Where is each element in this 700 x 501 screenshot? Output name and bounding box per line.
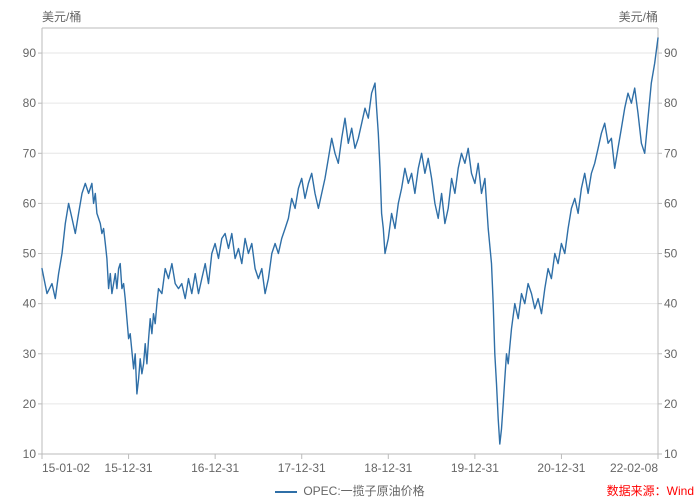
legend-swatch (275, 491, 297, 493)
svg-text:70: 70 (23, 146, 37, 160)
svg-text:80: 80 (664, 96, 678, 110)
chart-svg: 10 10 20 20 30 30 40 40 50 50 60 60 70 70 80 80 90 90 15-0… (0, 0, 700, 501)
svg-text:60: 60 (23, 196, 37, 210)
svg-text:10: 10 (23, 447, 37, 461)
svg-text:80: 80 (23, 96, 37, 110)
svg-text:15-01-02: 15-01-02 (42, 461, 90, 475)
svg-text:60: 60 (664, 196, 678, 210)
svg-text:50: 50 (664, 247, 678, 261)
svg-text:30: 30 (664, 347, 678, 361)
svg-text:10: 10 (664, 447, 678, 461)
legend: OPEC:一揽子原油价格 (0, 482, 700, 499)
y-axis-title-right: 美元/桶 (619, 8, 658, 25)
svg-text:16-12-31: 16-12-31 (191, 461, 239, 475)
svg-text:30: 30 (23, 347, 37, 361)
svg-text:20: 20 (23, 397, 37, 411)
svg-text:17-12-31: 17-12-31 (278, 461, 326, 475)
legend-label: OPEC:一揽子原油价格 (303, 484, 424, 498)
svg-text:40: 40 (664, 297, 678, 311)
svg-text:50: 50 (23, 247, 37, 261)
svg-text:18-12-31: 18-12-31 (364, 461, 412, 475)
svg-text:90: 90 (664, 46, 678, 60)
svg-text:20-12-31: 20-12-31 (537, 461, 585, 475)
svg-text:90: 90 (23, 46, 37, 60)
svg-text:19-12-31: 19-12-31 (451, 461, 499, 475)
svg-text:22-02-08: 22-02-08 (610, 461, 658, 475)
svg-text:20: 20 (664, 397, 678, 411)
svg-text:15-12-31: 15-12-31 (105, 461, 153, 475)
price-chart: 10 10 20 20 30 30 40 40 50 50 60 60 70 70 80 80 90 90 15-0… (0, 0, 700, 501)
data-source-label: 数据来源：Wind (607, 482, 694, 499)
svg-text:40: 40 (23, 297, 37, 311)
y-axis-title-left: 美元/桶 (42, 8, 81, 25)
svg-text:70: 70 (664, 146, 678, 160)
